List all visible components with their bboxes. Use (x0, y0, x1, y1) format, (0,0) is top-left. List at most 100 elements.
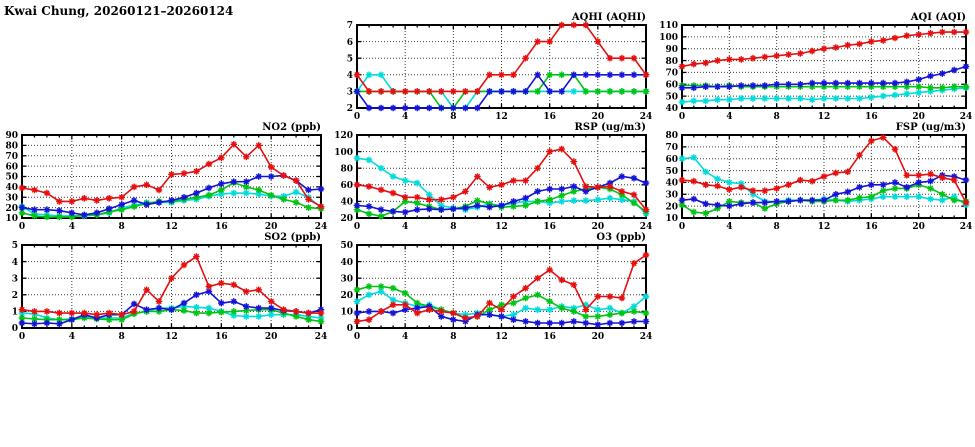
x-tick-label: 20 (592, 332, 605, 342)
y-tick-label: 5 (347, 54, 353, 64)
series-markers-red (18, 141, 325, 210)
y-tick-label: 70 (665, 143, 678, 153)
y-tick-label: 5 (12, 241, 18, 251)
x-tick-label: 0 (354, 112, 360, 122)
x-tick-label: 20 (265, 222, 278, 232)
chart-no2: 10 20 30 40 50 60 70 80 90 0 4 8 12 16 20 24 NO2 (ppb) (0, 120, 330, 232)
series-markers-blue (353, 173, 650, 216)
y-tick-label: 20 (665, 202, 678, 212)
chart-title-o3: O3 (ppb) (596, 232, 646, 243)
x-tick-label: 0 (679, 222, 685, 232)
x-tick-label: 20 (912, 222, 925, 232)
chart-so2: 0 1 2 3 4 5 0 4 8 12 16 20 24 SO2 (ppb) (0, 230, 330, 342)
y-tick-label: 30 (340, 274, 353, 284)
y-tick-label: 4 (12, 258, 18, 268)
y-tick-label: 4 (347, 71, 353, 81)
x-tick-label: 12 (818, 112, 831, 122)
chart-title-aqi: AQI (AQI) (910, 12, 966, 23)
x-tick-label: 0 (679, 112, 685, 122)
y-tick-label: 3 (347, 88, 353, 98)
chart-title-so2: SO2 (ppb) (264, 232, 321, 243)
x-tick-label: 4 (726, 112, 732, 122)
x-tick-label: 8 (450, 222, 456, 232)
x-tick-label: 24 (640, 332, 653, 342)
plot-o3: 0 10 20 30 40 50 0 4 8 12 16 20 24 O3 (ppb) (340, 232, 653, 342)
y-tick-label: 30 (665, 190, 678, 200)
x-tick-label: 8 (119, 332, 125, 342)
y-tick-label: 80 (340, 164, 353, 174)
y-tick-label: 0 (347, 324, 353, 334)
y-tick-label: 50 (5, 173, 18, 183)
series-markers-red (678, 134, 970, 206)
chart-title-no2: NO2 (ppb) (262, 122, 321, 133)
y-tick-label: 1 (12, 308, 18, 318)
series-markers-red (353, 251, 650, 325)
chart-aqi: 40 50 60 70 80 90 100 110 0 4 8 12 16 20 24 AQI (AQI) (660, 10, 975, 122)
x-tick-label: 12 (495, 112, 508, 122)
y-tick-label: 20 (340, 214, 353, 224)
y-tick-label: 80 (5, 142, 18, 152)
x-tick-label: 4 (69, 222, 75, 232)
chart-fsp: 10 20 30 40 50 60 70 80 0 4 8 12 16 20 24 FSP (ug/m3) (660, 120, 975, 232)
x-tick-label: 16 (215, 222, 228, 232)
x-tick-label: 8 (119, 222, 125, 232)
y-tick-label: 90 (5, 131, 18, 141)
x-tick-label: 0 (354, 222, 360, 232)
x-tick-label: 16 (865, 222, 878, 232)
x-tick-label: 12 (495, 332, 508, 342)
x-tick-label: 24 (315, 222, 328, 232)
y-tick-label: 40 (340, 258, 353, 268)
y-tick-label: 80 (665, 57, 678, 67)
y-tick-label: 3 (12, 274, 18, 284)
y-tick-label: 100 (335, 148, 353, 158)
chart-title-aqhi: AQHI (AQHI) (571, 12, 646, 23)
x-tick-label: 24 (960, 222, 973, 232)
y-tick-label: 60 (665, 80, 678, 90)
chart-o3: 0 10 20 30 40 50 0 4 8 12 16 20 24 O3 (ppb) (335, 230, 655, 342)
x-tick-label: 16 (215, 332, 228, 342)
x-tick-label: 20 (592, 222, 605, 232)
y-tick-label: 60 (340, 181, 353, 191)
chart-title-fsp: FSP (ug/m3) (896, 122, 966, 133)
y-tick-label: 2 (347, 104, 353, 114)
series-markers-red (18, 253, 325, 318)
y-tick-label: 90 (665, 45, 678, 55)
x-tick-label: 20 (592, 112, 605, 122)
x-tick-label: 12 (818, 222, 831, 232)
y-tick-label: 120 (335, 131, 353, 141)
x-tick-label: 8 (774, 112, 780, 122)
y-tick-label: 50 (665, 92, 678, 102)
x-tick-label: 4 (402, 112, 408, 122)
y-tick-label: 60 (665, 155, 678, 165)
x-tick-label: 24 (960, 112, 973, 122)
x-tick-label: 0 (19, 222, 25, 232)
y-tick-label: 10 (665, 214, 678, 224)
x-tick-label: 24 (640, 112, 653, 122)
y-tick-label: 20 (5, 204, 18, 214)
y-tick-label: 40 (340, 198, 353, 208)
x-tick-label: 4 (69, 332, 75, 342)
y-tick-label: 2 (12, 291, 18, 301)
series-markers-blue (353, 71, 650, 112)
page-title: Kwai Chung, 20260121–20260124 (4, 4, 234, 18)
y-tick-label: 20 (340, 291, 353, 301)
series-markers-red (353, 145, 650, 213)
y-tick-label: 50 (340, 241, 353, 251)
y-tick-label: 70 (665, 69, 678, 79)
x-tick-label: 16 (543, 222, 556, 232)
series-markers-red (678, 28, 970, 70)
y-tick-label: 6 (347, 38, 353, 48)
x-tick-label: 4 (402, 222, 408, 232)
x-tick-label: 12 (165, 222, 178, 232)
y-tick-label: 40 (665, 104, 678, 114)
x-tick-label: 8 (450, 112, 456, 122)
x-tick-label: 0 (354, 332, 360, 342)
x-tick-label: 0 (19, 332, 25, 342)
y-tick-label: 30 (5, 193, 18, 203)
x-tick-label: 4 (726, 222, 732, 232)
x-tick-label: 8 (450, 332, 456, 342)
